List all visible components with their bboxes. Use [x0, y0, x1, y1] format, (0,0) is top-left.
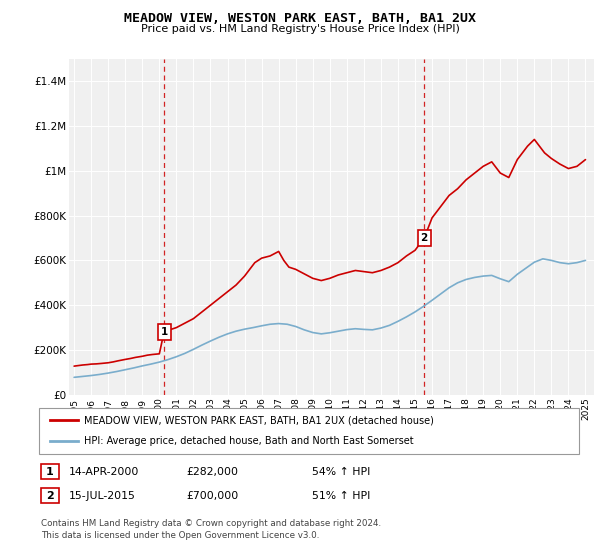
Text: HPI: Average price, detached house, Bath and North East Somerset: HPI: Average price, detached house, Bath…: [84, 436, 413, 446]
Text: 15-JUL-2015: 15-JUL-2015: [69, 491, 136, 501]
Text: 1: 1: [46, 466, 53, 477]
Text: 51% ↑ HPI: 51% ↑ HPI: [312, 491, 370, 501]
Text: MEADOW VIEW, WESTON PARK EAST, BATH, BA1 2UX (detached house): MEADOW VIEW, WESTON PARK EAST, BATH, BA1…: [84, 415, 434, 425]
Text: 14-APR-2000: 14-APR-2000: [69, 466, 139, 477]
Text: 54% ↑ HPI: 54% ↑ HPI: [312, 466, 370, 477]
Text: 2: 2: [421, 233, 428, 243]
Text: Contains HM Land Registry data © Crown copyright and database right 2024.
This d: Contains HM Land Registry data © Crown c…: [41, 519, 381, 540]
Text: MEADOW VIEW, WESTON PARK EAST, BATH, BA1 2UX: MEADOW VIEW, WESTON PARK EAST, BATH, BA1…: [124, 12, 476, 25]
Text: £282,000: £282,000: [186, 466, 238, 477]
Text: Price paid vs. HM Land Registry's House Price Index (HPI): Price paid vs. HM Land Registry's House …: [140, 24, 460, 34]
Text: 1: 1: [160, 326, 168, 337]
Text: £700,000: £700,000: [186, 491, 238, 501]
Text: 2: 2: [46, 491, 53, 501]
